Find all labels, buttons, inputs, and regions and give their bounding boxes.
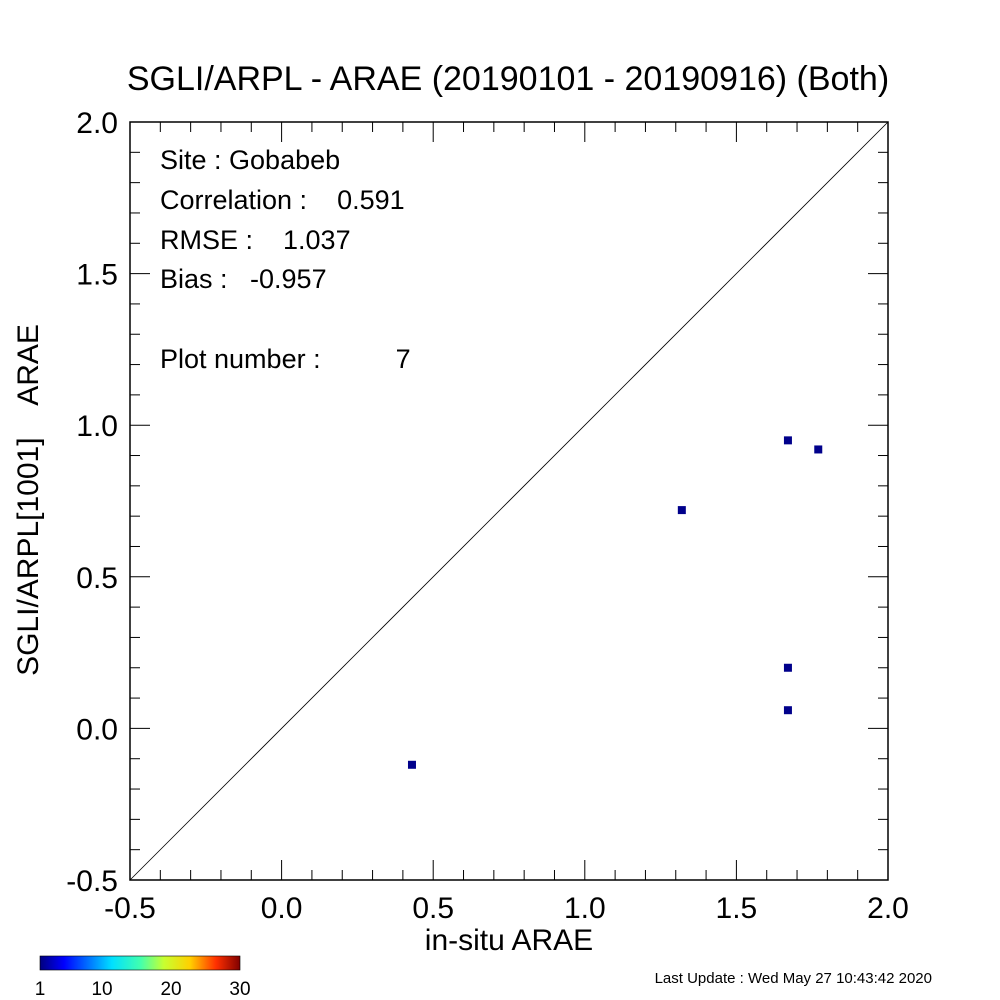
x-tick-label: 1.0 xyxy=(564,892,606,925)
y-axis-label: SGLI/ARPL[1001] ARAE xyxy=(12,324,45,676)
colorbar-labels: 1 10 20 30 xyxy=(35,979,251,1000)
y-tick-label: 0.5 xyxy=(76,562,118,595)
x-tick-label: -0.5 xyxy=(104,892,156,925)
x-tick-label: 1.5 xyxy=(716,892,758,925)
x-tick-label: 0.5 xyxy=(412,892,454,925)
one-to-one-line xyxy=(129,121,889,881)
data-point xyxy=(783,436,792,445)
colorbar xyxy=(39,955,241,971)
y-tick-label: 1.0 xyxy=(76,410,118,443)
data-points xyxy=(407,436,823,769)
axis-ticks xyxy=(129,121,889,881)
colorbar-tick-label: 30 xyxy=(229,979,250,1000)
correlation-label: Correlation : 0.591 xyxy=(160,185,405,215)
x-axis-label: in-situ ARAE xyxy=(425,924,593,957)
colorbar-tick-label: 1 xyxy=(35,979,46,1000)
plot-number-label: Plot number : 7 xyxy=(160,344,411,374)
site-label: Site : Gobabeb xyxy=(160,145,340,175)
plot-frame xyxy=(129,121,889,881)
data-point xyxy=(783,663,792,672)
y-tick-label: 0.0 xyxy=(76,713,118,746)
chart-title: SGLI/ARPL - ARAE (20190101 - 20190916) (… xyxy=(127,60,889,98)
data-point xyxy=(677,506,686,515)
x-tick-labels: -0.5 0.0 0.5 1.0 1.5 2.0 xyxy=(104,892,909,925)
rmse-label: RMSE : 1.037 xyxy=(160,225,351,255)
statistics-annotation: Site : Gobabeb Correlation : 0.591 RMSE … xyxy=(160,145,411,374)
data-point xyxy=(814,445,823,454)
y-tick-label: -0.5 xyxy=(66,865,118,898)
y-tick-label: 1.5 xyxy=(76,259,118,292)
colorbar-tick-label: 10 xyxy=(91,979,112,1000)
y-tick-label: 2.0 xyxy=(76,107,118,140)
data-point xyxy=(407,760,416,769)
last-update-label: Last Update : Wed May 27 10:43:42 2020 xyxy=(655,970,932,987)
colorbar-tick-label: 20 xyxy=(160,979,181,1000)
y-tick-labels: -0.5 0.0 0.5 1.0 1.5 2.0 xyxy=(66,107,118,898)
x-tick-label: 0.0 xyxy=(261,892,303,925)
bias-label: Bias : -0.957 xyxy=(160,264,327,294)
data-point xyxy=(783,706,792,715)
x-tick-label: 2.0 xyxy=(867,892,909,925)
